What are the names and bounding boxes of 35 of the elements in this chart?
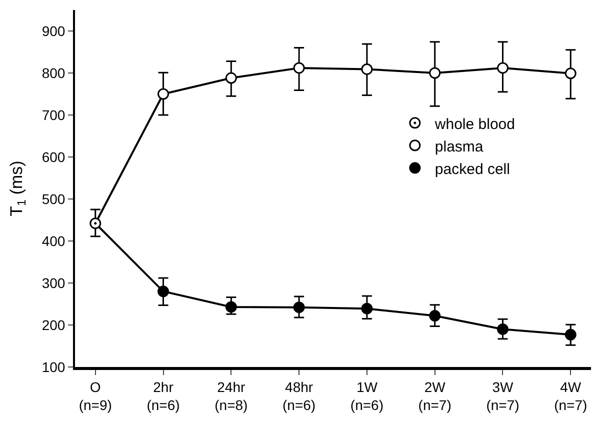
- x-tick-label: 48hr (n=6): [282, 378, 316, 413]
- point: [158, 88, 170, 100]
- point: [90, 218, 102, 230]
- point: [293, 62, 305, 74]
- point: [429, 67, 441, 79]
- x-tick-label: 2W (n=7): [418, 378, 452, 413]
- point: [158, 286, 170, 298]
- y-tick-label: 600: [42, 148, 66, 165]
- point: [361, 302, 373, 314]
- point: [564, 68, 576, 80]
- point: [496, 62, 508, 74]
- legend-label: packed cell: [434, 160, 510, 178]
- y-tick-label: 900: [42, 22, 66, 39]
- y-tick-label: 200: [42, 316, 66, 333]
- x-tick-label: 1W (n=6): [350, 378, 384, 413]
- y-tick-label: 300: [42, 274, 66, 291]
- legend-label: plasma: [434, 138, 484, 156]
- x-tick-label: O (n=9): [78, 378, 112, 413]
- legend-label: whole blood: [434, 116, 515, 133]
- y-tick-label: 800: [42, 64, 66, 81]
- x-tick-label: 24hr (n=8): [214, 378, 248, 413]
- x-tick-label: 3W (n=7): [486, 378, 520, 413]
- y-tick-label: 100: [42, 358, 66, 375]
- y-tick-label: 400: [42, 232, 66, 249]
- point: [293, 302, 305, 314]
- point: [361, 63, 373, 75]
- x-tick-label: 4W (n=7): [554, 378, 588, 413]
- y-tick-label: 500: [42, 190, 66, 207]
- point: [564, 328, 576, 340]
- y-tick-label: 700: [42, 106, 66, 123]
- point: [496, 323, 508, 335]
- point: [429, 310, 441, 322]
- x-tick-label: 2hr (n=6): [146, 378, 180, 413]
- point: [225, 72, 237, 84]
- point: [225, 301, 237, 313]
